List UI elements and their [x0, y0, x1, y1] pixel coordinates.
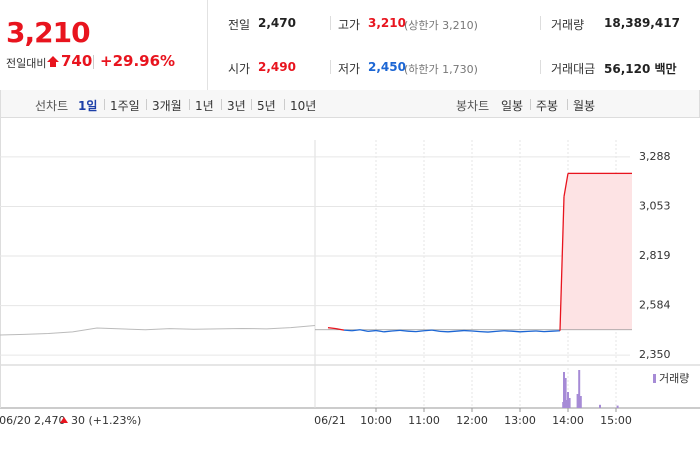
x-tick-label: 13:00: [504, 414, 536, 427]
period-option[interactable]: 3년: [227, 99, 246, 113]
stat-label: 시가: [228, 62, 251, 76]
price-segment: [327, 326, 337, 330]
price-segment: [415, 330, 425, 333]
price: 3,210: [6, 16, 91, 49]
change: 740: [61, 52, 93, 70]
legend-label: 거래량: [659, 372, 689, 385]
volume-bar: [564, 378, 567, 408]
divider: [330, 60, 331, 74]
y-tick-label: 2,350: [639, 348, 671, 361]
stat-value: 2,470: [258, 16, 296, 30]
price-segment: [391, 329, 401, 332]
divider: [104, 99, 105, 110]
price-segment: [383, 330, 393, 333]
date-label: 06/21: [314, 414, 346, 427]
divider: [530, 99, 531, 110]
prev-day-line: [0, 324, 316, 336]
volume-bar: [599, 404, 601, 408]
price-segment: [367, 329, 377, 333]
x-tick-label: 10:00: [360, 414, 392, 427]
prev-close: 2,470: [34, 414, 66, 427]
legend-swatch: [653, 374, 656, 383]
prev-date-label: 06/20: [0, 414, 31, 427]
price-segment: [359, 329, 369, 333]
x-tick-label: 14:00: [552, 414, 584, 427]
price-segment: [559, 196, 565, 331]
price-segment: [563, 173, 569, 197]
price-segment: [399, 329, 409, 332]
stat-label: 고가: [338, 18, 361, 32]
divider: [540, 60, 541, 74]
divider: [189, 99, 190, 110]
price-segment: [375, 329, 385, 333]
candle-option[interactable]: 월봉: [573, 99, 596, 113]
volume-bar: [576, 394, 579, 408]
y-tick-label: 2,584: [639, 299, 671, 312]
divider: [567, 99, 568, 110]
divider: [221, 99, 222, 110]
stat-label: 저가: [338, 62, 361, 76]
period-option[interactable]: 3개월: [152, 99, 182, 113]
price-segment: [535, 330, 545, 333]
divider: [146, 99, 147, 110]
y-tick-label: 3,053: [639, 200, 671, 213]
price-segment: [351, 329, 361, 332]
stat-note: (상한가 3,210): [404, 19, 478, 32]
divider: [284, 99, 285, 110]
volume-bar: [563, 372, 565, 408]
up-arrow: [47, 56, 59, 67]
x-tick-label: 11:00: [408, 414, 440, 427]
volume-bar: [565, 400, 568, 408]
divider: [251, 99, 252, 110]
volume-bar: [616, 405, 619, 408]
divider: [540, 16, 541, 30]
stat-label: 거래량: [551, 18, 585, 32]
volume-bar: [578, 370, 581, 408]
stat-label: 거래대금: [551, 62, 596, 76]
price-segment: [455, 329, 465, 332]
divider: [330, 16, 331, 30]
y-tick-label: 2,819: [639, 249, 671, 262]
stat-note: (하한가 1,730): [404, 63, 478, 76]
divider: [207, 0, 208, 90]
stat-label: 전일: [228, 18, 251, 32]
period-option[interactable]: 1주일: [110, 99, 140, 113]
stat-value: 3,210: [368, 16, 406, 30]
price-segment: [447, 330, 457, 333]
stat-value: 56,120 백만: [604, 62, 677, 76]
price-segment: [495, 330, 505, 333]
x-tick-label: 12:00: [456, 414, 488, 427]
price-area: [328, 173, 632, 330]
price-segment: [487, 330, 497, 333]
price-segment: [471, 330, 481, 333]
period-option[interactable]: 10년: [290, 99, 317, 113]
price-segment: [423, 329, 433, 332]
stat-value: 2,490: [258, 60, 296, 74]
price-segment: [431, 329, 441, 333]
x-tick-label: 15:00: [600, 414, 632, 427]
period-option[interactable]: 5년: [257, 99, 276, 113]
period-option[interactable]: 1일: [78, 99, 98, 113]
divider: [93, 55, 94, 69]
volume-bar: [579, 396, 582, 408]
toolbar-label: 봉차트: [456, 99, 490, 113]
change-label: 전일대비: [6, 57, 47, 70]
toolbar-label: 선차트: [35, 99, 69, 113]
volume-bar: [567, 392, 569, 408]
period-option[interactable]: 1년: [195, 99, 214, 113]
stat-value: 2,450: [368, 60, 406, 74]
volume-bar: [568, 398, 571, 408]
price-segment: [335, 328, 345, 331]
price-segment: [511, 330, 521, 333]
candle-option[interactable]: 일봉: [501, 99, 524, 113]
y-tick-label: 3,288: [639, 150, 671, 163]
change-rate: +29.96%: [100, 52, 176, 70]
prev-change: 30 (+1.23%): [71, 414, 141, 427]
stat-value: 18,389,417: [604, 16, 680, 30]
candle-option[interactable]: 주봉: [536, 99, 559, 113]
up-icon: [60, 417, 68, 423]
price-segment: [343, 329, 353, 332]
